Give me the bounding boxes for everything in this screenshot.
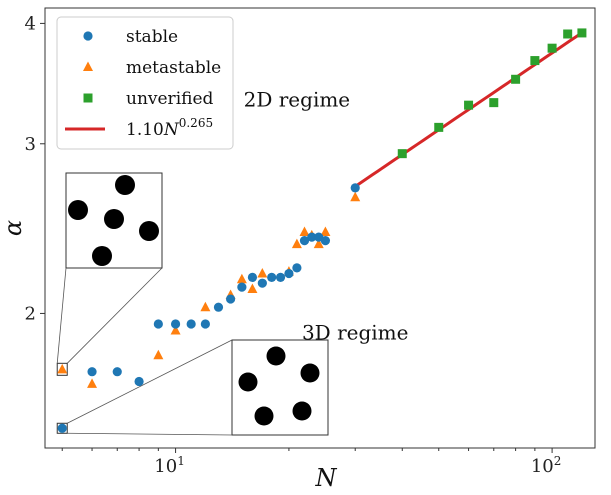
- stable-point: [267, 272, 277, 282]
- inset-bottom-particle: [300, 363, 320, 383]
- unverified-point: [489, 98, 499, 108]
- x-tick-label: 101: [154, 454, 185, 477]
- metastable-point: [257, 268, 268, 278]
- metastable-point: [200, 301, 211, 312]
- unverified-point: [397, 149, 407, 159]
- legend-label: stable: [126, 27, 178, 47]
- unverified-point: [577, 28, 587, 38]
- unverified-point: [563, 29, 573, 39]
- stable-point: [307, 232, 317, 242]
- legend-fit-label: 1.10N0.265: [126, 116, 213, 140]
- inset-bottom-particle: [238, 372, 258, 392]
- legend-box: [56, 16, 234, 150]
- stable-point: [57, 423, 67, 433]
- legend-label: metastable: [126, 58, 221, 78]
- inset-top-particle: [92, 246, 112, 266]
- y-tick-label: 2: [25, 303, 36, 324]
- data-marks: [57, 28, 587, 433]
- x-tick-label: 102: [531, 454, 562, 477]
- insets: [56, 172, 329, 436]
- metastable-point: [299, 226, 310, 236]
- stable-point: [237, 282, 247, 292]
- stable-point: [186, 319, 196, 329]
- x-tick-base: 10: [531, 456, 554, 477]
- metastable-point: [57, 363, 68, 374]
- metastable-point: [313, 238, 324, 249]
- y-tick-label: 3: [25, 134, 36, 155]
- x-tick-base: 10: [154, 456, 177, 477]
- inset-bottom-particle: [292, 401, 312, 421]
- stable-point: [284, 268, 294, 279]
- inset-bottom-connector: [67, 339, 233, 424]
- x-axis-label: N: [315, 464, 338, 492]
- plot-frame: [44, 7, 596, 449]
- inset-bottom-connector: [67, 432, 233, 436]
- inset-bottom-particle: [254, 406, 274, 426]
- x-tick-exp: 2: [554, 454, 562, 468]
- stable-point: [112, 367, 122, 377]
- metastable-point: [350, 191, 361, 202]
- stable-point: [275, 272, 286, 282]
- inset-top-connector: [56, 267, 67, 364]
- regime-label: 3D regime: [302, 320, 409, 344]
- legend-metastable-swatch: [83, 61, 93, 71]
- metastable-point: [320, 226, 331, 236]
- inset-top-anchor-box: [56, 362, 68, 376]
- stable-point: [247, 272, 258, 282]
- stable-point: [213, 302, 224, 312]
- metastable-point: [236, 273, 247, 284]
- regime-label: 2D regime: [244, 87, 351, 111]
- metastable-point: [153, 349, 164, 360]
- stable-point: [87, 367, 97, 377]
- stable-point: [320, 236, 331, 246]
- inset-top-particle: [115, 175, 135, 195]
- unverified-point: [434, 122, 444, 132]
- inset-top-particle: [68, 200, 88, 220]
- stable-point: [134, 376, 144, 387]
- inset-bottom-anchor-box: [56, 422, 68, 434]
- unverified-point: [464, 100, 474, 110]
- legend-fit-var: N: [163, 120, 180, 140]
- inset-top-particle: [104, 209, 124, 229]
- stable-point: [350, 183, 360, 193]
- legend-fit-exp: 0.265: [179, 116, 213, 130]
- stable-point: [153, 319, 163, 329]
- inset-top-particle: [139, 221, 159, 241]
- metastable-point: [291, 238, 302, 249]
- legend-stable-swatch: [83, 31, 93, 41]
- annotations: 2D regime 3D regime: [244, 87, 409, 344]
- legend-label: unverified: [126, 89, 214, 109]
- metastable-point: [87, 378, 98, 388]
- metastable-point: [247, 283, 258, 294]
- stable-point: [257, 278, 267, 288]
- inset-bottom-particle: [266, 346, 286, 366]
- stable-point: [292, 263, 302, 273]
- unverified-point: [547, 43, 557, 53]
- unverified-point: [530, 56, 540, 66]
- stable-point: [225, 294, 236, 304]
- y-axis-label: α: [0, 220, 27, 236]
- stable-point: [299, 236, 310, 246]
- stable-point: [170, 319, 181, 329]
- legend: stable metastable unverified 1.10N0.265: [56, 16, 234, 150]
- inset-top-connector: [66, 267, 163, 364]
- metastable-point: [170, 325, 181, 335]
- unverified-point: [511, 74, 521, 84]
- y-tick-label: 4: [25, 13, 36, 34]
- x-tick-exp: 1: [177, 454, 185, 468]
- legend-fit-coef: 1.10: [126, 120, 164, 140]
- legend-unverified-swatch: [83, 93, 93, 103]
- stable-point: [200, 319, 210, 329]
